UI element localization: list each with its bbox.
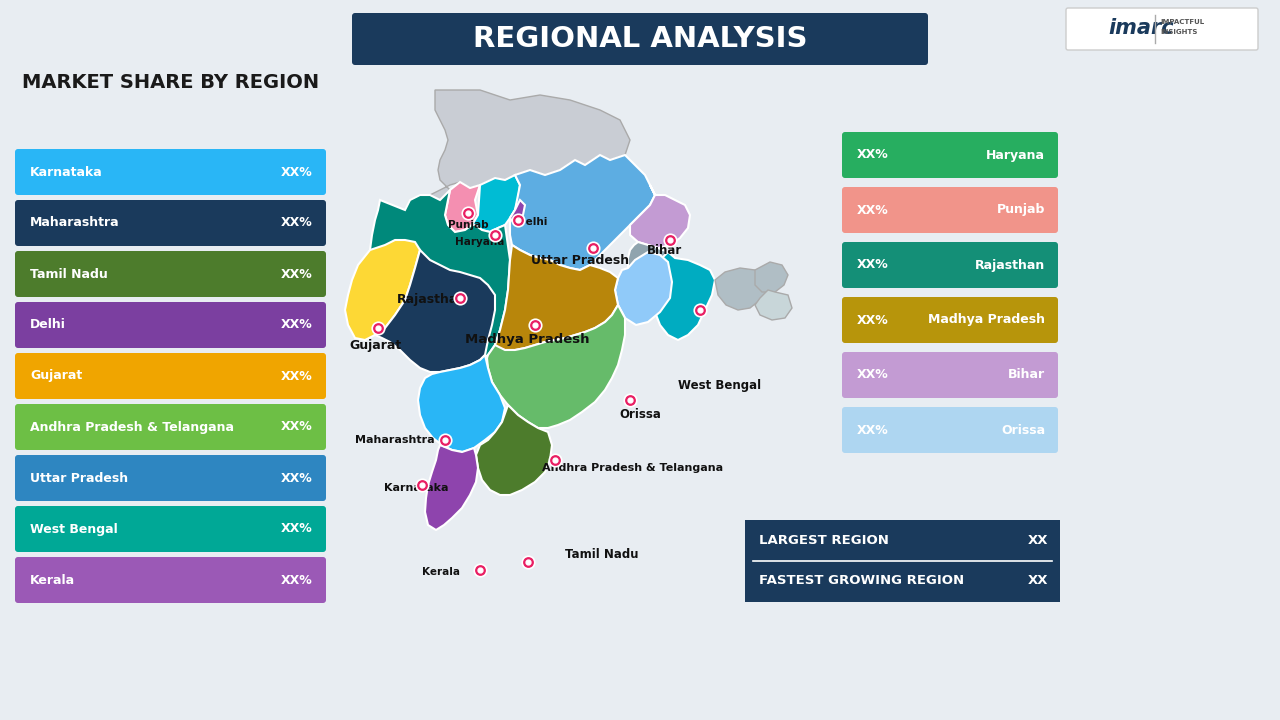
Text: XX%: XX% — [858, 148, 888, 161]
Text: XX%: XX% — [282, 420, 314, 433]
Text: Maharashtra: Maharashtra — [355, 435, 435, 445]
Text: XX%: XX% — [282, 369, 314, 382]
FancyBboxPatch shape — [15, 506, 326, 552]
Text: Rajasthan: Rajasthan — [975, 258, 1044, 271]
Polygon shape — [375, 250, 495, 372]
Text: Punjab: Punjab — [448, 220, 488, 230]
FancyBboxPatch shape — [1066, 8, 1258, 50]
FancyBboxPatch shape — [15, 200, 326, 246]
Text: XX%: XX% — [282, 268, 314, 281]
FancyBboxPatch shape — [15, 557, 326, 603]
Text: XX%: XX% — [858, 369, 888, 382]
Polygon shape — [472, 175, 520, 232]
Text: Uttar Pradesh: Uttar Pradesh — [29, 472, 128, 485]
Text: Haryana: Haryana — [456, 237, 504, 247]
Text: Punjab: Punjab — [997, 204, 1044, 217]
Text: Gujarat: Gujarat — [349, 338, 401, 351]
Text: Tamil Nadu: Tamil Nadu — [29, 268, 108, 281]
Text: INSIGHTS: INSIGHTS — [1160, 29, 1197, 35]
FancyBboxPatch shape — [15, 149, 326, 195]
Polygon shape — [445, 182, 480, 232]
FancyBboxPatch shape — [15, 251, 326, 297]
Text: West Bengal: West Bengal — [678, 379, 762, 392]
Text: XX%: XX% — [858, 204, 888, 217]
Text: XX%: XX% — [858, 313, 888, 326]
FancyBboxPatch shape — [842, 297, 1059, 343]
Text: Orissa: Orissa — [1001, 423, 1044, 436]
Text: FASTEST GROWING REGION: FASTEST GROWING REGION — [759, 575, 964, 588]
Text: XX%: XX% — [282, 318, 314, 331]
Text: Karnataka: Karnataka — [384, 483, 448, 493]
Polygon shape — [425, 445, 477, 530]
FancyBboxPatch shape — [842, 407, 1059, 453]
Text: XX%: XX% — [282, 523, 314, 536]
Text: Kerala: Kerala — [422, 567, 460, 577]
FancyBboxPatch shape — [745, 520, 1060, 602]
Polygon shape — [486, 305, 625, 428]
FancyBboxPatch shape — [842, 132, 1059, 178]
Text: Andhra Pradesh & Telangana: Andhra Pradesh & Telangana — [543, 463, 723, 473]
Polygon shape — [648, 252, 716, 340]
FancyBboxPatch shape — [842, 352, 1059, 398]
Text: Madhya Pradesh: Madhya Pradesh — [928, 313, 1044, 326]
Text: XX: XX — [1028, 534, 1048, 547]
Text: Haryana: Haryana — [986, 148, 1044, 161]
Text: IMPACTFUL: IMPACTFUL — [1160, 19, 1204, 25]
Polygon shape — [419, 355, 506, 452]
Text: West Bengal: West Bengal — [29, 523, 118, 536]
Polygon shape — [755, 262, 788, 292]
Text: LARGEST REGION: LARGEST REGION — [759, 534, 888, 547]
FancyBboxPatch shape — [842, 242, 1059, 288]
Polygon shape — [509, 200, 525, 222]
FancyBboxPatch shape — [15, 404, 326, 450]
Polygon shape — [755, 290, 792, 320]
Text: XX%: XX% — [282, 574, 314, 587]
Text: XX%: XX% — [858, 258, 888, 271]
Text: Rajasthan: Rajasthan — [397, 294, 467, 307]
Polygon shape — [614, 252, 672, 325]
Polygon shape — [346, 240, 420, 340]
FancyBboxPatch shape — [352, 13, 928, 65]
Text: Uttar Pradesh: Uttar Pradesh — [531, 253, 628, 266]
FancyBboxPatch shape — [15, 302, 326, 348]
FancyBboxPatch shape — [15, 455, 326, 501]
Text: imarc: imarc — [1108, 18, 1174, 38]
Polygon shape — [370, 190, 509, 360]
Text: Delhi: Delhi — [517, 217, 547, 227]
Text: Andhra Pradesh & Telangana: Andhra Pradesh & Telangana — [29, 420, 234, 433]
Text: XX%: XX% — [282, 166, 314, 179]
Polygon shape — [495, 245, 618, 350]
Text: Tamil Nadu: Tamil Nadu — [566, 549, 639, 562]
Text: Kerala: Kerala — [29, 574, 76, 587]
Text: Madhya Pradesh: Madhya Pradesh — [465, 333, 589, 346]
Polygon shape — [509, 155, 655, 270]
Text: Bihar: Bihar — [648, 243, 682, 256]
Polygon shape — [399, 90, 630, 225]
Text: XX: XX — [1028, 575, 1048, 588]
Text: Gujarat: Gujarat — [29, 369, 82, 382]
Text: XX%: XX% — [858, 423, 888, 436]
FancyBboxPatch shape — [15, 353, 326, 399]
Text: Bihar: Bihar — [1007, 369, 1044, 382]
Text: XX%: XX% — [282, 217, 314, 230]
Text: Karnataka: Karnataka — [29, 166, 102, 179]
Text: Maharashtra: Maharashtra — [29, 217, 119, 230]
Text: MARKET SHARE BY REGION: MARKET SHARE BY REGION — [22, 73, 319, 91]
Polygon shape — [630, 185, 690, 248]
Text: XX%: XX% — [282, 472, 314, 485]
Text: Orissa: Orissa — [620, 408, 660, 421]
Polygon shape — [628, 242, 678, 292]
FancyBboxPatch shape — [842, 187, 1059, 233]
Text: REGIONAL ANALYSIS: REGIONAL ANALYSIS — [472, 25, 808, 53]
Polygon shape — [716, 268, 768, 310]
Polygon shape — [476, 405, 552, 495]
Text: Delhi: Delhi — [29, 318, 65, 331]
